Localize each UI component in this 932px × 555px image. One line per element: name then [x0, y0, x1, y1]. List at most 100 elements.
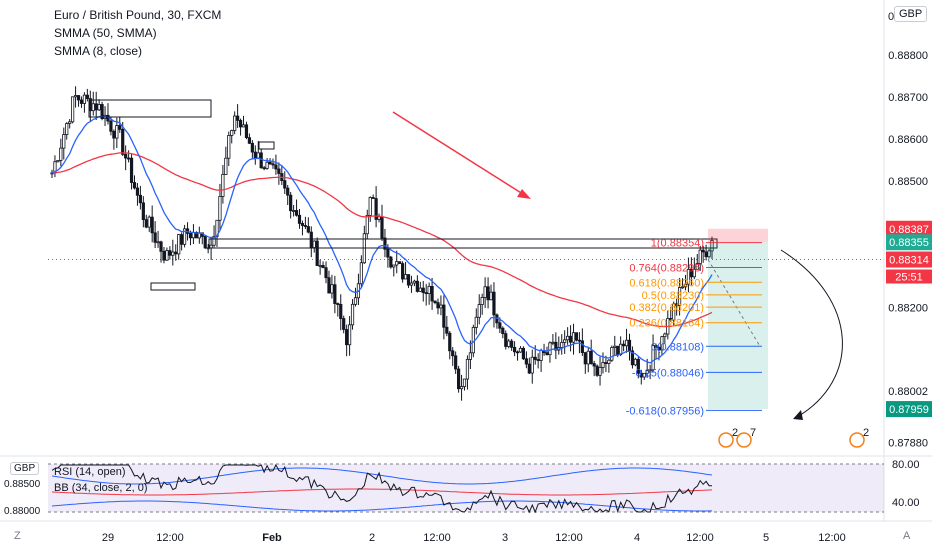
candle: [439, 295, 443, 316]
time-label: 2: [369, 532, 375, 544]
candle-body: [657, 346, 661, 351]
time-label: 12:00: [818, 532, 846, 544]
fib-label: -0.25(0.88046): [632, 367, 704, 379]
candle: [324, 261, 328, 284]
event-count: 7: [750, 427, 756, 439]
candle: [592, 360, 596, 377]
time-label: 3: [502, 532, 508, 544]
candle: [53, 155, 57, 178]
candle-body: [389, 256, 393, 268]
candle: [598, 356, 602, 386]
candle: [633, 357, 637, 367]
candle: [76, 95, 81, 107]
zone-box-bottom: [150, 282, 196, 291]
fib-label: -0.618(0.87956): [626, 405, 704, 417]
candle-body: [324, 267, 328, 279]
candle: [486, 277, 490, 309]
candle-body: [339, 303, 343, 319]
candle-body: [448, 332, 452, 352]
candle: [418, 281, 422, 292]
candle-body: [524, 358, 528, 365]
candle-body: [454, 355, 458, 370]
candle: [465, 355, 470, 390]
candle: [459, 374, 464, 401]
candle-body: [610, 347, 614, 361]
candle: [79, 96, 84, 108]
candle-body: [627, 339, 632, 352]
candle: [654, 343, 658, 360]
candle: [489, 284, 493, 301]
candle: [318, 259, 322, 275]
event-count: 2: [863, 427, 869, 439]
candle: [613, 335, 617, 356]
candle-body: [392, 264, 396, 268]
candle: [191, 224, 196, 244]
candle: [124, 145, 128, 171]
candle: [495, 313, 499, 329]
target-price-tag: 0.87959: [889, 404, 929, 416]
candle-body: [459, 386, 464, 390]
candle: [62, 127, 66, 160]
rsi-currency-button[interactable]: GBP: [10, 462, 40, 475]
candle: [571, 323, 576, 355]
fib-label: 0.764(0.88295): [629, 263, 704, 275]
candle-body: [468, 352, 472, 360]
candle: [510, 338, 514, 351]
candle-body: [651, 345, 655, 371]
rsi-left-label-bottom: 0.88000: [4, 506, 41, 517]
candle: [507, 338, 511, 349]
candle-body: [701, 249, 705, 253]
candle-body: [180, 234, 184, 245]
rsi-level-80: 80.00: [892, 459, 920, 471]
candle: [350, 299, 355, 330]
candle: [695, 253, 699, 270]
candle-body: [327, 277, 331, 294]
candle-body: [109, 120, 113, 132]
candle: [566, 327, 570, 345]
time-label: 29: [102, 532, 114, 544]
candle: [73, 86, 78, 108]
candle-body: [518, 347, 523, 353]
currency-button[interactable]: GBP: [894, 6, 928, 22]
candle: [692, 257, 696, 280]
candle-body: [669, 318, 673, 321]
time-label: Feb: [262, 532, 282, 544]
candle: [610, 345, 614, 362]
candle-body: [439, 304, 443, 309]
price-tick: 0.88500: [888, 176, 928, 188]
candle: [362, 225, 366, 264]
candle-body: [642, 372, 646, 378]
candle-body: [238, 120, 243, 128]
fib-label: 0.382(0.88201): [629, 302, 704, 314]
candle-body: [707, 250, 711, 258]
candle-body: [118, 125, 122, 130]
candle: [704, 244, 708, 261]
candle-body: [704, 251, 708, 258]
event-icon: [849, 432, 865, 448]
candle: [150, 205, 154, 243]
time-label: 12:00: [555, 532, 583, 544]
candle-body: [427, 285, 431, 294]
candle: [244, 121, 249, 140]
candle: [524, 351, 528, 369]
auto-scale-button[interactable]: A: [903, 530, 911, 542]
candle: [277, 162, 281, 185]
candle: [539, 348, 543, 372]
timezone-button[interactable]: Z: [14, 530, 21, 542]
candle: [530, 349, 534, 384]
candle-body: [383, 237, 387, 250]
candle: [433, 300, 437, 305]
candle: [548, 341, 552, 363]
candle-body: [412, 280, 417, 284]
candle-body: [262, 167, 266, 170]
candle: [65, 122, 69, 140]
candle: [457, 365, 461, 393]
candle: [424, 283, 428, 306]
candle: [401, 261, 405, 283]
entry-price-tag-bg: [886, 234, 932, 251]
candle: [430, 277, 434, 310]
projection-curve: [780, 249, 843, 418]
candle: [159, 240, 163, 263]
